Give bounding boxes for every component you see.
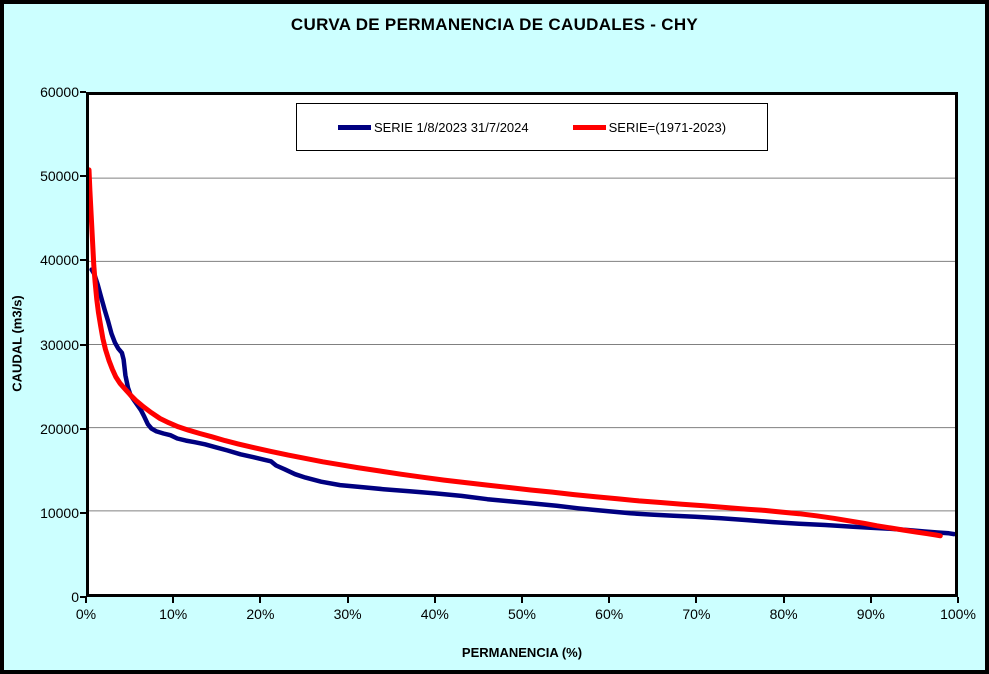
series-line-1971-2023 bbox=[89, 167, 943, 539]
x-tick-mark bbox=[521, 597, 523, 603]
x-tick-mark bbox=[433, 597, 436, 603]
series-line-2023-2024 bbox=[89, 267, 955, 537]
x-tick-label: 50% bbox=[507, 606, 537, 622]
chart-title: CURVA DE PERMANENCIA DE CAUDALES - CHY bbox=[290, 15, 699, 34]
x-tick-label: 0% bbox=[75, 606, 97, 622]
y-tick-label: 10000 bbox=[40, 504, 79, 521]
y-tick-mark bbox=[80, 343, 86, 346]
legend-entry-serie-1971-2023: SERIE=(1971-2023) bbox=[572, 119, 727, 135]
x-tick-mark bbox=[695, 597, 698, 603]
y-tick-label: 30000 bbox=[40, 336, 79, 353]
x-tick-label: 70% bbox=[682, 606, 711, 622]
x-tick-label: 100% bbox=[940, 606, 976, 622]
plot-area bbox=[86, 92, 958, 597]
x-tick-label: 20% bbox=[246, 606, 275, 622]
x-tick-label: 30% bbox=[333, 606, 362, 622]
x-axis-title: PERMANENCIA (%) bbox=[461, 645, 583, 660]
x-tick-mark bbox=[85, 597, 87, 603]
legend-box: SERIE 1/8/2023 31/7/2024 SERIE=(1971-202… bbox=[296, 103, 768, 151]
y-tick-label: 40000 bbox=[40, 252, 79, 269]
y-axis-title: CAUDAL (m3/s) bbox=[9, 295, 25, 392]
x-tick-label: 60% bbox=[595, 606, 624, 622]
y-tick-mark bbox=[80, 259, 86, 262]
x-tick-label: 40% bbox=[420, 606, 449, 622]
y-tick-label: 60000 bbox=[40, 84, 79, 100]
x-tick-label: 10% bbox=[159, 606, 188, 622]
y-tick-mark bbox=[80, 427, 86, 430]
y-tick-label: 0 bbox=[71, 589, 79, 605]
x-tick-mark bbox=[608, 597, 611, 603]
y-tick-mark bbox=[80, 91, 86, 93]
y-tick-mark bbox=[80, 511, 86, 514]
x-tick-mark bbox=[346, 597, 349, 603]
y-tick-label: 50000 bbox=[40, 168, 79, 185]
plot-canvas bbox=[89, 167, 955, 539]
legend-entry-serie-2023-2024: SERIE 1/8/2023 31/7/2024 bbox=[337, 119, 529, 135]
x-tick-mark bbox=[782, 597, 785, 603]
y-tick-mark bbox=[80, 596, 86, 598]
x-tick-label: 90% bbox=[856, 606, 885, 622]
x-tick-mark bbox=[259, 597, 262, 603]
x-tick-mark bbox=[869, 597, 872, 603]
x-tick-label: 80% bbox=[769, 606, 798, 622]
legend-label: SERIE=(1971-2023) bbox=[608, 119, 727, 135]
legend-line-swatch-red bbox=[572, 124, 606, 130]
y-tick-mark bbox=[80, 175, 86, 178]
legend-line-swatch-blue bbox=[337, 124, 371, 130]
y-tick-label: 20000 bbox=[40, 420, 79, 437]
x-tick-mark bbox=[172, 597, 175, 603]
x-tick-mark bbox=[957, 597, 959, 603]
legend-label: SERIE 1/8/2023 31/7/2024 bbox=[373, 119, 529, 135]
